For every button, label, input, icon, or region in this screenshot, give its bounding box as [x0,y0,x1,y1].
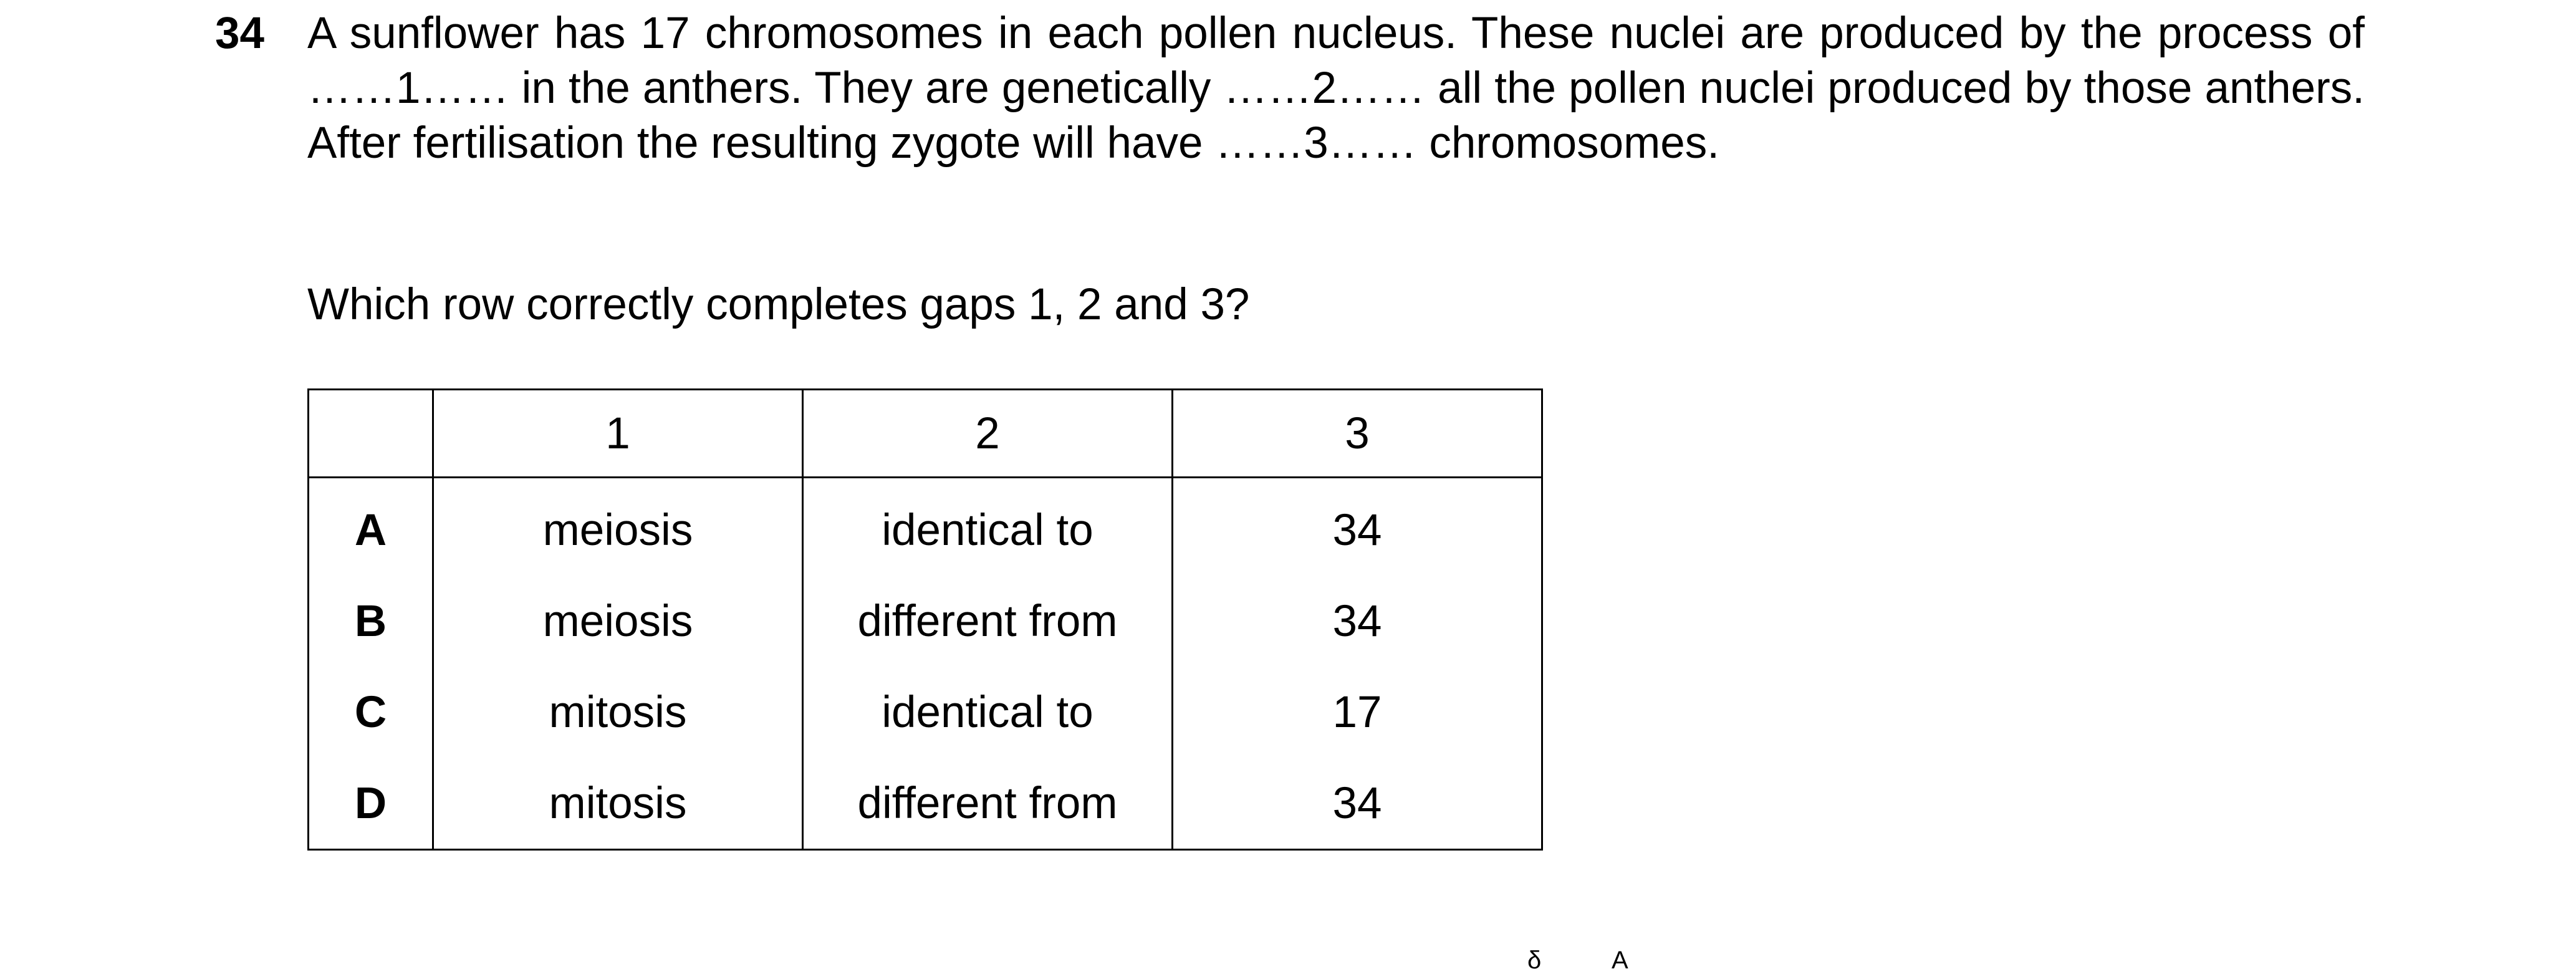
gap-3-cell: 34 [1171,758,1543,851]
gap-1-cell: meiosis [432,477,804,576]
gap-2-cell: different from [802,758,1173,851]
table-row-d: D mitosis different from 34 [307,758,1543,851]
header-cell-blank [307,388,434,478]
gap-2-cell: identical to [802,667,1173,758]
table-header-row: 1 2 3 [307,388,1543,478]
question-prompt: Which row correctly completes gaps 1, 2 … [307,280,1250,329]
question-stem: A sunflower has 17 chromosomes in each p… [307,9,2365,168]
question-number: 34 [215,9,264,58]
header-cell-gap-3: 3 [1171,388,1543,478]
header-cell-gap-1: 1 [432,388,804,478]
gap-1-cell: mitosis [432,758,804,851]
option-letter: D [307,758,434,851]
table-row-c: C mitosis identical to 17 [307,667,1543,758]
table-row-b: B meiosis different from 34 [307,576,1543,667]
table-row-a: A meiosis identical to 34 [307,477,1543,576]
gap-3-cell: 17 [1171,667,1543,758]
gap-3-cell: 34 [1171,477,1543,576]
cutoff-fragment-right-a: δ [1527,947,1542,974]
gap-2-cell: different from [802,576,1173,667]
gap-2-cell: identical to [802,477,1173,576]
gap-1-cell: mitosis [432,667,804,758]
option-letter: A [307,477,434,576]
cutoff-fragment-right-b: A [1612,947,1628,974]
option-letter: C [307,667,434,758]
header-cell-gap-2: 2 [802,388,1173,478]
answer-options-table: 1 2 3 A meiosis identical to 34 B meiosi… [307,388,1543,851]
gap-1-cell: meiosis [432,576,804,667]
gap-3-cell: 34 [1171,576,1543,667]
option-letter: B [307,576,434,667]
